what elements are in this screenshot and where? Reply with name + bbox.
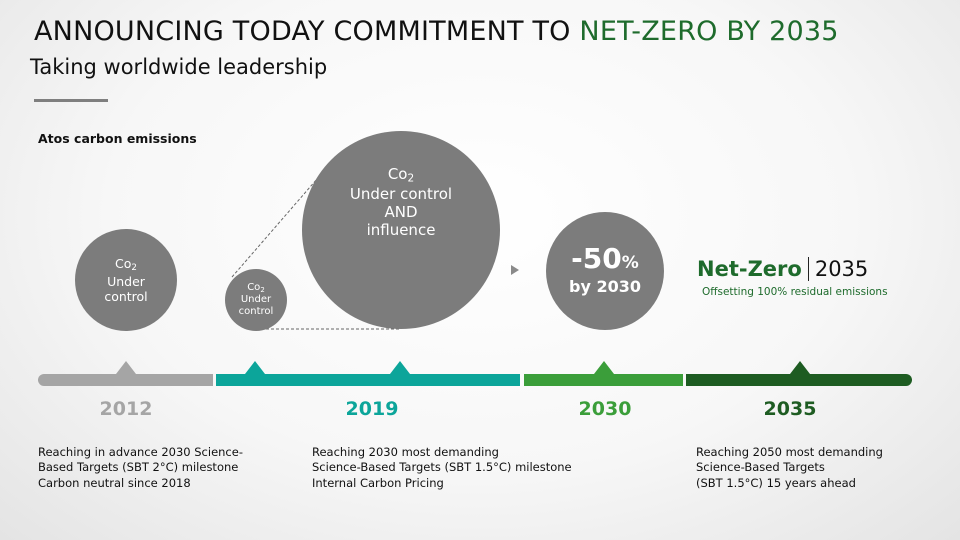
circle-line: AND bbox=[384, 203, 418, 222]
description-line: Based Targets (SBT 2°C) milestone bbox=[38, 460, 239, 475]
title-underline bbox=[34, 99, 108, 102]
timeline-marker bbox=[245, 361, 265, 374]
emissions-label: Atos carbon emissions bbox=[38, 131, 197, 146]
timeline-segment-2035 bbox=[686, 374, 912, 386]
reduction-value: -50% bbox=[571, 242, 639, 276]
description-line: Carbon neutral since 2018 bbox=[38, 475, 191, 490]
description-line: Reaching 2030 most demanding bbox=[312, 445, 499, 459]
co2-label: Co2 bbox=[115, 256, 137, 274]
netzero-year: 2035 bbox=[814, 257, 869, 281]
reduction-target-year: by 2030 bbox=[569, 277, 641, 297]
year-label-2012: 2012 bbox=[99, 398, 153, 420]
title-highlight: NET-ZERO BY 2035 bbox=[579, 16, 839, 47]
netzero-note: Offsetting 100% residual emissions bbox=[702, 286, 888, 298]
circle-2019-small: Co2 Under control bbox=[225, 269, 287, 331]
timeline-segment-2030 bbox=[524, 374, 683, 386]
title-main: ANNOUNCING TODAY COMMITMENT TO bbox=[34, 16, 580, 47]
circle-line: control bbox=[238, 306, 274, 318]
description-line: Reaching in advance 2030 Science- bbox=[38, 445, 243, 459]
description-2012: Reaching in advance 2030 Science- Based … bbox=[38, 445, 243, 491]
circle-line: Under bbox=[240, 294, 272, 306]
description-line: Reaching 2050 most demanding bbox=[696, 445, 883, 459]
circle-2012: Co2 Under control bbox=[75, 229, 177, 331]
page-title: ANNOUNCING TODAY COMMITMENT TO NET-ZERO … bbox=[34, 16, 839, 47]
description-line: Science-Based Targets (SBT 1.5°C) milest… bbox=[312, 460, 572, 475]
arrow-right-icon bbox=[511, 265, 519, 275]
circle-line: control bbox=[104, 288, 148, 304]
year-label-2030: 2030 bbox=[578, 398, 632, 420]
timeline-marker bbox=[116, 361, 136, 374]
description-line: Science-Based Targets bbox=[696, 460, 825, 475]
co2-label: Co2 bbox=[387, 164, 415, 185]
timeline-segment-2019 bbox=[216, 374, 520, 386]
year-label-2035: 2035 bbox=[763, 398, 817, 420]
netzero-label: Net-Zero bbox=[697, 257, 802, 281]
netzero-separator bbox=[807, 257, 809, 281]
timeline-marker bbox=[790, 361, 810, 374]
timeline-marker bbox=[390, 361, 410, 374]
circle-2030: -50% by 2030 bbox=[546, 212, 664, 330]
netzero-heading: Net-Zero 2035 bbox=[697, 257, 868, 281]
description-2035: Reaching 2050 most demanding Science-Bas… bbox=[696, 445, 883, 491]
year-label-2019: 2019 bbox=[345, 398, 399, 420]
timeline-marker bbox=[594, 361, 614, 374]
circle-line: Under control bbox=[349, 185, 453, 204]
circle-line: Under bbox=[107, 273, 145, 289]
page-subtitle: Taking worldwide leadership bbox=[30, 55, 328, 79]
description-2019: Reaching 2030 most demanding Science-Bas… bbox=[312, 445, 572, 491]
co2-label: Co2 bbox=[247, 281, 265, 294]
circle-line: influence bbox=[366, 221, 436, 240]
timeline-segment-2012 bbox=[38, 374, 213, 386]
circle-2019-big: Co2 Under control AND influence bbox=[302, 131, 500, 329]
description-line: Internal Carbon Pricing bbox=[312, 475, 444, 490]
description-line: (SBT 1.5°C) 15 years ahead bbox=[696, 475, 856, 490]
